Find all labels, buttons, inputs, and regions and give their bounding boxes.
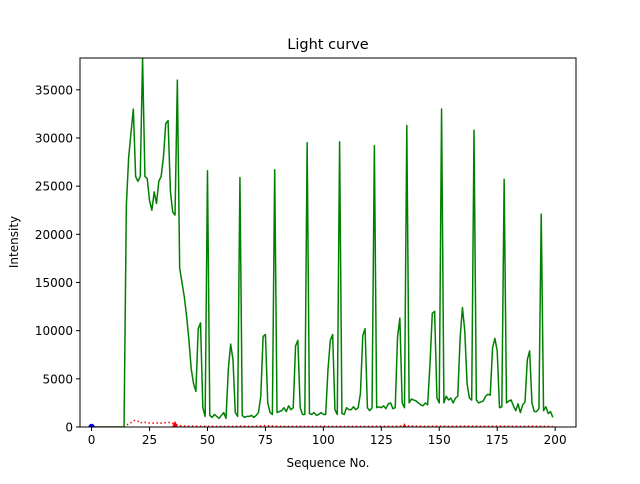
x-tick-label: 175 [486, 433, 509, 447]
marker-point [402, 423, 407, 427]
y-tick-label: 0 [65, 421, 73, 435]
y-tick-label: 10000 [35, 324, 73, 338]
x-tick-label: 125 [370, 433, 393, 447]
marker-point [88, 423, 95, 427]
y-tick-label: 25000 [35, 180, 73, 194]
x-tick-label: 200 [544, 433, 567, 447]
x-tick-label: 100 [312, 433, 335, 447]
x-axis-label: Sequence No. [287, 456, 370, 470]
axes-frame [79, 57, 577, 428]
y-axis-label: Intensity [7, 216, 21, 268]
marker-point [171, 420, 179, 427]
y-tick-label: 15000 [35, 276, 73, 290]
chart-title: Light curve [287, 37, 369, 53]
y-axis-ticks: 0 5000 10000 15000 20000 25000 30000 35000 [35, 83, 80, 435]
x-tick-label: 150 [428, 433, 451, 447]
x-tick-label: 50 [200, 433, 215, 447]
plot-content [88, 58, 554, 427]
y-tick-label: 30000 [35, 131, 73, 145]
series-line-green [91, 58, 554, 427]
x-axis-ticks: 0 25 50 75 100 125 150 175 200 [88, 427, 567, 447]
x-tick-label: 25 [142, 433, 157, 447]
x-tick-label: 75 [258, 433, 273, 447]
y-tick-label: 35000 [35, 83, 73, 97]
y-tick-label: 20000 [35, 228, 73, 242]
x-tick-label: 0 [88, 433, 96, 447]
y-tick-label: 5000 [42, 372, 73, 386]
